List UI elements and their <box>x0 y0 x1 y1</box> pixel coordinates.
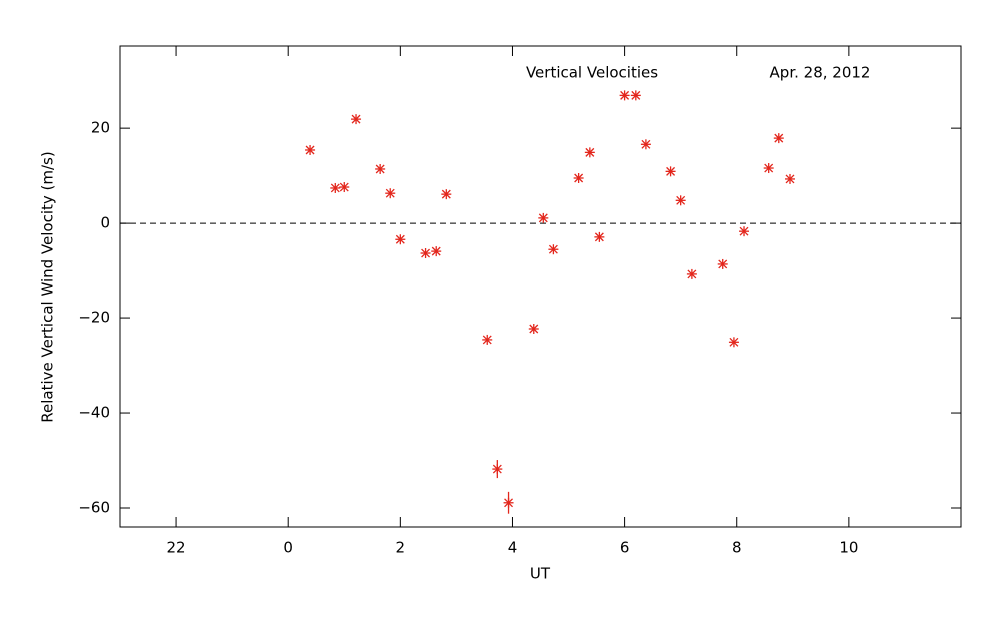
point-stroke <box>431 246 441 256</box>
point <box>784 173 795 184</box>
x-axis-label: UT <box>530 565 551 583</box>
point <box>548 244 559 255</box>
point <box>594 231 605 242</box>
point-stroke <box>774 133 784 143</box>
point <box>584 147 595 158</box>
point <box>441 189 452 200</box>
point-stroke <box>585 147 595 157</box>
point <box>339 182 350 193</box>
point-stroke <box>529 324 539 334</box>
x-tick-label: 6 <box>620 539 630 557</box>
point <box>482 334 493 345</box>
point <box>305 144 316 155</box>
point-stroke <box>339 182 349 192</box>
point <box>686 268 697 279</box>
point-stroke <box>385 188 395 198</box>
annotation: Apr. 28, 2012 <box>770 64 871 82</box>
point-stroke <box>729 337 739 347</box>
chart-title: Vertical Velocities <box>526 64 658 82</box>
x-tick-label: 10 <box>839 539 858 557</box>
x-tick-label: 4 <box>508 539 518 557</box>
point <box>420 248 431 259</box>
plot-frame <box>119 45 962 528</box>
point <box>630 90 641 101</box>
point-stroke <box>785 174 795 184</box>
x-tick-label: 8 <box>732 539 742 557</box>
x-tick-label: 2 <box>396 539 406 557</box>
point <box>640 139 651 150</box>
point <box>739 226 750 237</box>
y-axis-label: Relative Vertical Wind Velocity (m/s) <box>39 151 57 422</box>
point <box>773 133 784 144</box>
point <box>619 90 630 101</box>
y-tick-label: −60 <box>78 499 110 517</box>
point <box>431 246 442 257</box>
point <box>385 188 396 199</box>
point-stroke <box>764 163 774 173</box>
y-tick-label: 0 <box>100 214 110 232</box>
point-stroke <box>666 166 676 176</box>
x-tick-label: 22 <box>167 539 186 557</box>
point-stroke <box>538 213 548 223</box>
point-stroke <box>330 183 340 193</box>
point-stroke <box>375 164 385 174</box>
point <box>395 234 406 245</box>
point-stroke <box>641 139 651 149</box>
y-tick-label: 20 <box>91 119 110 137</box>
point <box>728 337 739 348</box>
point <box>528 323 539 334</box>
point-stroke <box>395 234 405 244</box>
point <box>330 182 341 193</box>
point-stroke <box>574 173 584 183</box>
point <box>351 114 362 125</box>
point-stroke <box>631 90 641 100</box>
point-stroke <box>441 189 451 199</box>
point-stroke <box>305 145 315 155</box>
point-stroke <box>676 195 686 205</box>
point-stroke <box>482 335 492 345</box>
point-stroke <box>739 226 749 236</box>
point <box>763 163 774 174</box>
x-tick-label: 0 <box>283 539 293 557</box>
point <box>573 173 584 184</box>
point-stroke <box>620 90 630 100</box>
point <box>665 166 676 177</box>
point <box>538 212 549 223</box>
point-stroke <box>687 269 697 279</box>
point <box>675 195 686 206</box>
point-stroke <box>718 259 728 269</box>
y-tick-label: −40 <box>78 404 110 422</box>
point <box>717 258 728 269</box>
point-stroke <box>548 244 558 254</box>
y-tick-label: −20 <box>78 309 110 327</box>
point-stroke <box>421 248 431 258</box>
point-stroke <box>351 114 361 124</box>
point <box>375 163 386 174</box>
point-stroke <box>594 232 604 242</box>
